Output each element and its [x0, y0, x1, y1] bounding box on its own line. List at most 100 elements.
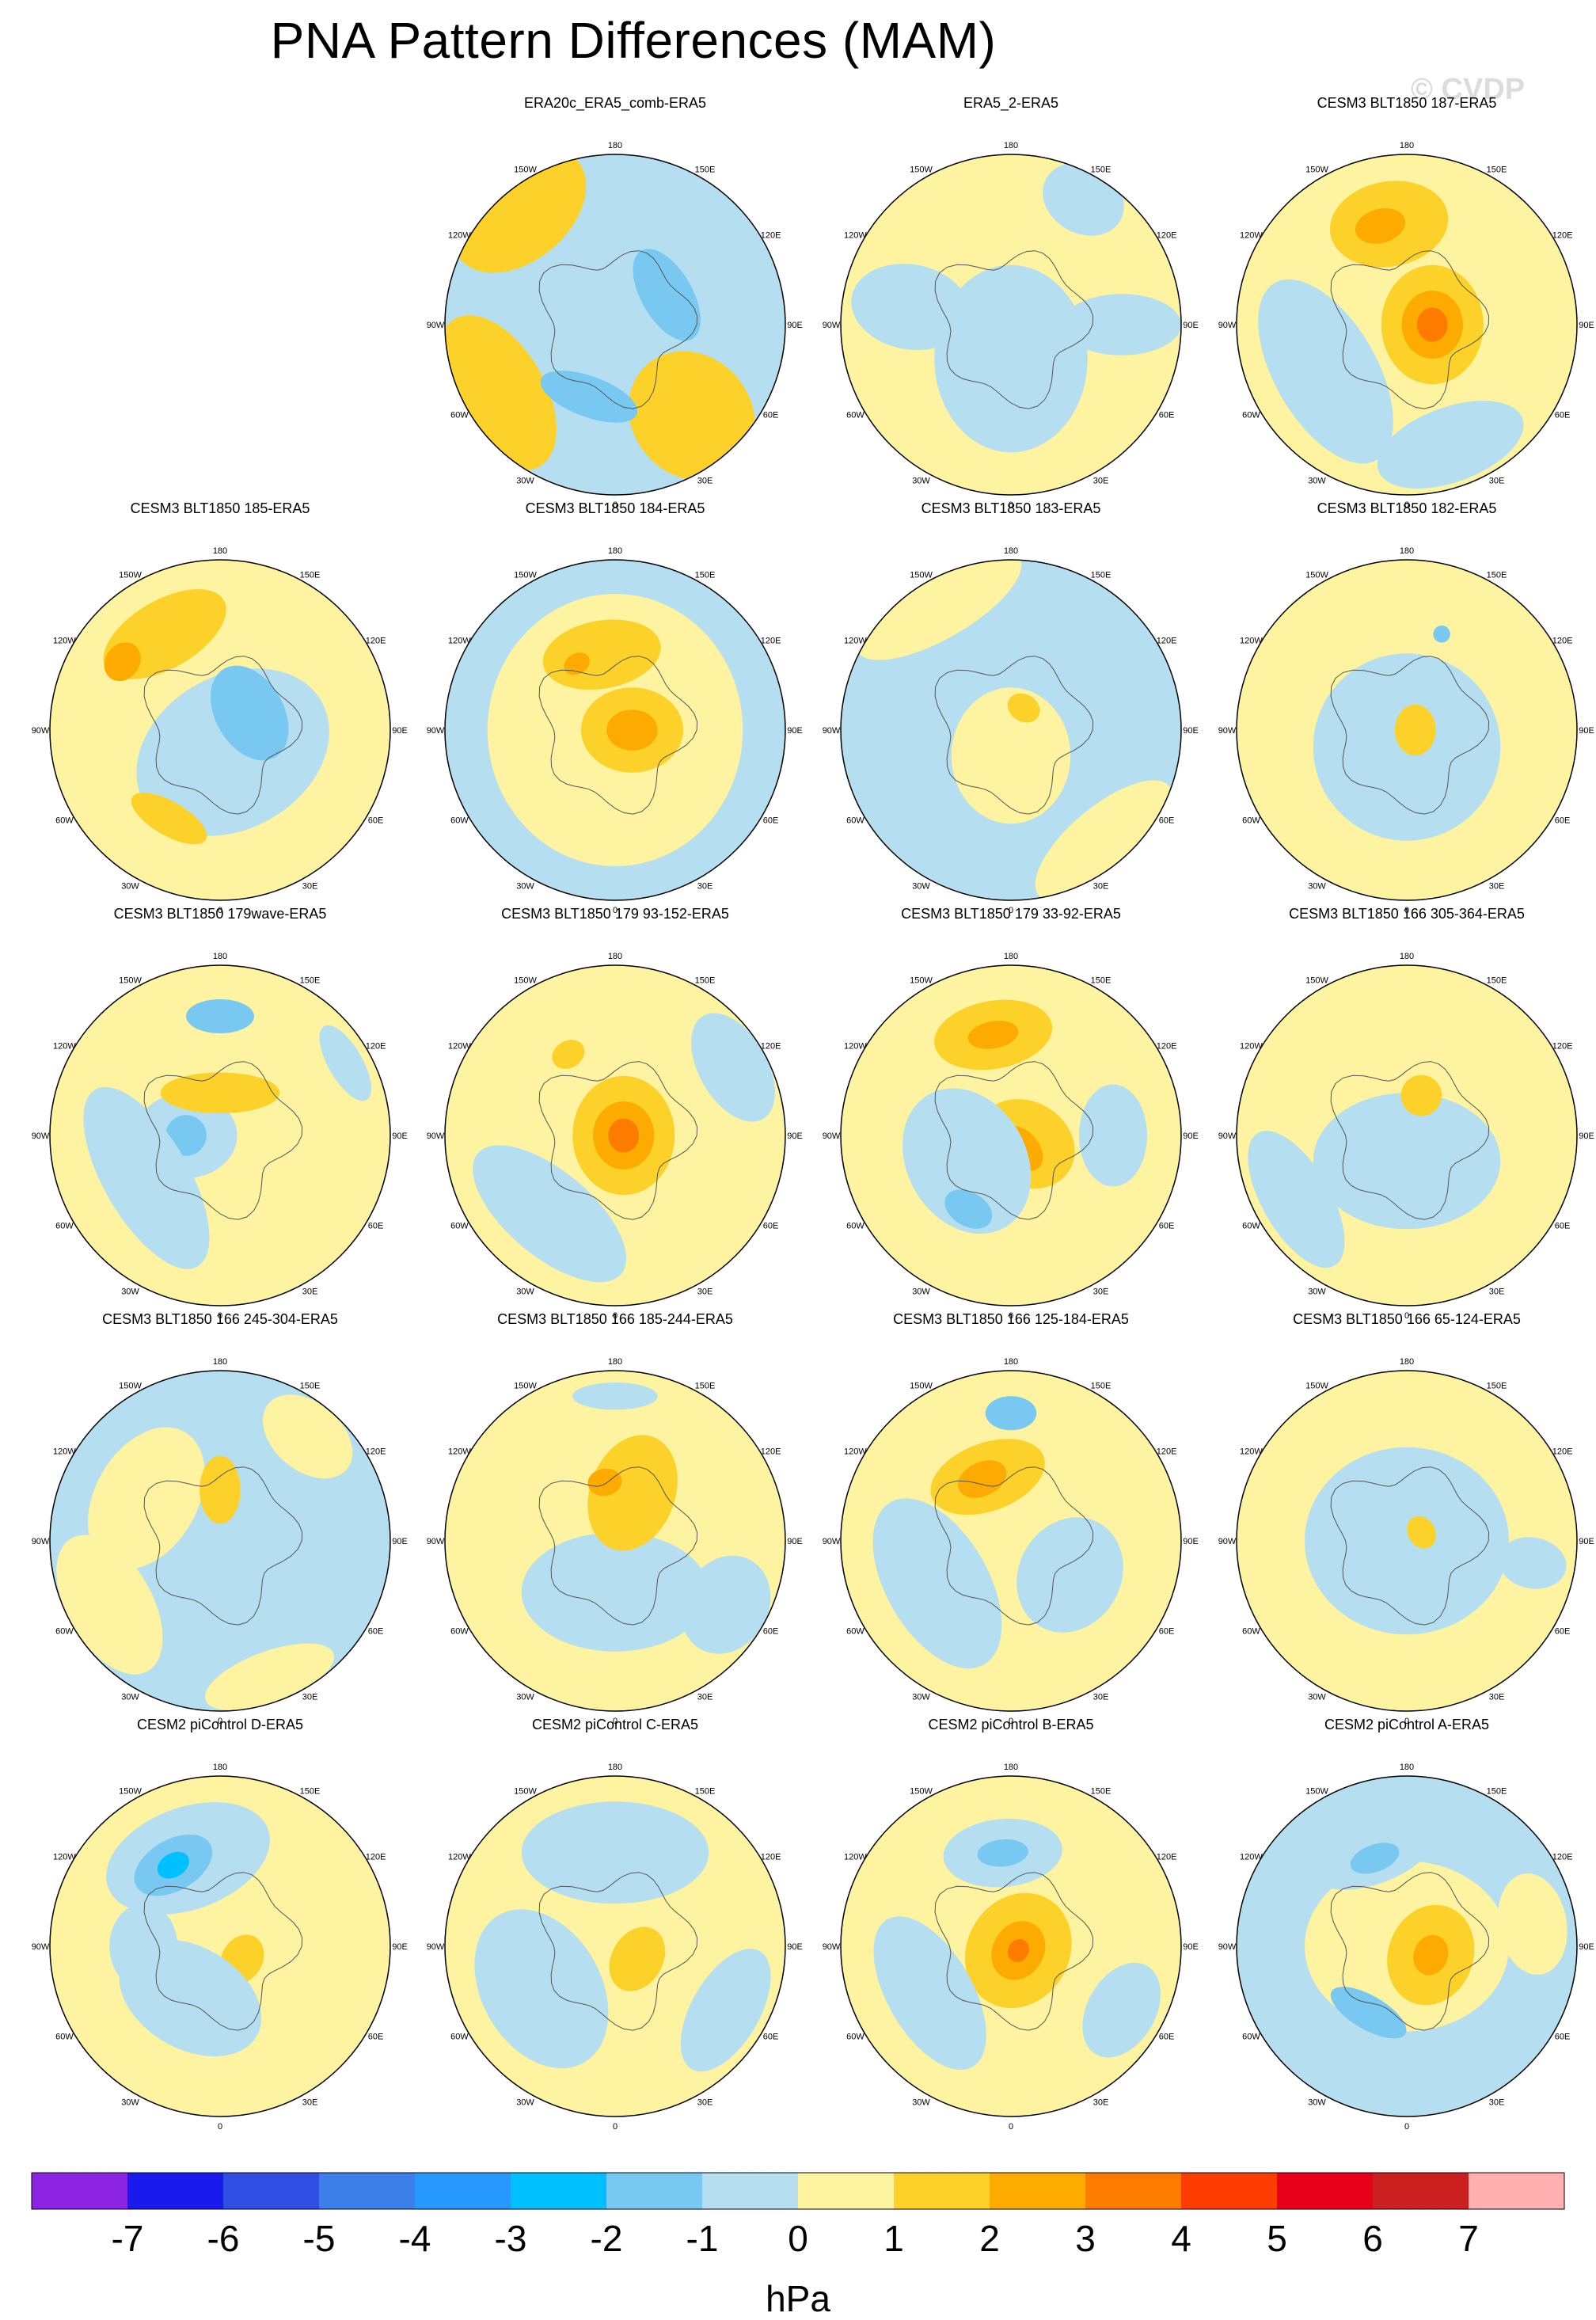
longitude-label: 0 [218, 1311, 222, 1321]
anomaly-contour [1330, 1987, 1407, 2039]
longitude-label: 0 [613, 906, 618, 915]
colorbar-tick-label: -6 [207, 2218, 240, 2259]
map-border [1236, 559, 1578, 901]
longitude-label: 30W [121, 1693, 139, 1702]
longitude-label: 30E [1093, 477, 1109, 486]
anomaly-contour [633, 249, 701, 341]
polar-map: 180 150E 120E 90E 60E 30E 0 30W 60W 90W 120W 150W [32, 546, 408, 915]
colorbar-tick-label: 6 [1362, 2218, 1383, 2259]
longitude-label: 90E [1579, 1942, 1594, 1952]
longitude-label: 90W [1218, 726, 1237, 736]
anomaly-contour [104, 642, 141, 682]
anomaly-contour [1350, 1843, 1400, 1874]
coastline [934, 1466, 1094, 1626]
map-border [840, 964, 1182, 1306]
longitude-label: 180 [608, 1357, 622, 1367]
anomaly-contour [204, 1643, 335, 1710]
longitude-label: 0 [1009, 2122, 1013, 2132]
longitude-label: 120E [761, 1042, 781, 1052]
longitude-label: 120E [1552, 1853, 1573, 1862]
anomaly-contour [609, 1926, 666, 1991]
longitude-label: 30E [302, 882, 318, 892]
polar-map: 180 150E 120E 90E 60E 30E 0 30W 60W 90W 120W 150W [823, 141, 1199, 510]
longitude-label: 0 [1404, 1717, 1409, 1726]
longitude-label: 90E [1183, 1131, 1199, 1141]
map-border [1236, 1370, 1578, 1712]
longitude-label: 120W [53, 1853, 76, 1862]
longitude-label: 30W [516, 1287, 534, 1297]
longitude-label: 30W [516, 477, 534, 486]
anomaly-contour [680, 1949, 771, 2072]
polar-map: 180 150E 120E 90E 60E 30E 0 30W 60W 90W 120W 150W [427, 952, 803, 1321]
anomaly-contour [1248, 1131, 1345, 1268]
anomaly-contour [1062, 294, 1181, 356]
colorbar-tick-label: -7 [111, 2218, 144, 2259]
map-border [840, 1775, 1182, 2117]
polar-map: 180 150E 120E 90E 60E 30E 0 30W 60W 90W 120W 150W [427, 141, 803, 510]
longitude-label: 90W [32, 1537, 50, 1546]
longitude-label: 90W [427, 726, 445, 736]
anomaly-contour [474, 1909, 609, 2069]
longitude-label: 90E [787, 726, 803, 736]
anomaly-contour [157, 1851, 189, 1879]
longitude-label: 60E [1159, 1627, 1175, 1637]
longitude-label: 90W [823, 321, 841, 330]
map-border [444, 1370, 786, 1712]
longitude-label: 150E [695, 1381, 716, 1390]
anomaly-contour [985, 1396, 1037, 1431]
longitude-label: 30W [1308, 477, 1326, 486]
coastline [538, 1061, 698, 1220]
longitude-label: 60W [1242, 411, 1260, 420]
longitude-label: 150W [514, 976, 537, 985]
anomaly-contour [1016, 1517, 1123, 1633]
longitude-label: 120W [53, 1447, 76, 1457]
polar-map: 180 150E 120E 90E 60E 30E 0 30W 60W 90W 120W 150W [1218, 141, 1594, 510]
anomaly-contour [1007, 693, 1040, 723]
polar-map: 180 150E 120E 90E 60E 30E 0 30W 60W 90W 120W 150W [32, 1763, 408, 2132]
longitude-label: 150W [910, 1786, 933, 1796]
longitude-label: 150E [1091, 976, 1112, 985]
longitude-label: 120W [448, 1853, 471, 1862]
page-title: PNA Pattern Differences (MAM) [270, 12, 997, 69]
longitude-label: 0 [218, 2122, 222, 2132]
longitude-label: 150E [1487, 570, 1507, 580]
colorbar-tick-label: 5 [1267, 2218, 1287, 2259]
panel-title: CESM3 BLT1850 179wave-ERA5 [113, 906, 327, 922]
longitude-label: 120E [1157, 1853, 1177, 1862]
longitude-label: 150E [1487, 165, 1507, 174]
longitude-label: 90W [1218, 1131, 1237, 1141]
anomaly-contour [902, 1088, 1032, 1234]
map-border [49, 964, 391, 1306]
colorbar-swatch [223, 2173, 320, 2209]
longitude-label: 30W [1308, 882, 1326, 892]
map-border [1236, 154, 1578, 496]
map-border [49, 1775, 391, 2117]
anomaly-contour [540, 371, 638, 423]
longitude-label: 150W [514, 165, 537, 174]
anomaly-contour [1413, 1934, 1449, 1976]
longitude-label: 60E [368, 816, 384, 826]
longitude-label: 180 [608, 952, 622, 961]
map-border [840, 1370, 1182, 1712]
anomaly-contour [1433, 626, 1450, 643]
longitude-label: 0 [1404, 906, 1409, 915]
longitude-label: 60E [1555, 1627, 1571, 1637]
colorbar-tick-label: 3 [1075, 2218, 1096, 2259]
longitude-label: 150E [300, 1786, 321, 1796]
longitude-label: 30W [121, 2098, 139, 2108]
anomaly-contour [1035, 780, 1173, 900]
longitude-label: 150W [1305, 976, 1328, 985]
longitude-label: 30E [697, 1693, 713, 1702]
longitude-label: 150E [695, 165, 716, 174]
longitude-label: 60E [1159, 1222, 1175, 1231]
longitude-label: 120E [1157, 1042, 1177, 1052]
anomaly-contour [951, 687, 1071, 824]
panel-title: CESM2 piControl A-ERA5 [1324, 1717, 1490, 1732]
longitude-label: 60E [1555, 1222, 1571, 1231]
anomaly-contour [186, 999, 254, 1033]
longitude-label: 90W [32, 1131, 50, 1141]
colorbar-tick-label: 0 [788, 2218, 808, 2259]
longitude-label: 90E [787, 321, 803, 330]
map-panel: CESM3 BLT1850 179 33-92-ERA5 180 150E 120E 9… [813, 906, 1209, 1333]
